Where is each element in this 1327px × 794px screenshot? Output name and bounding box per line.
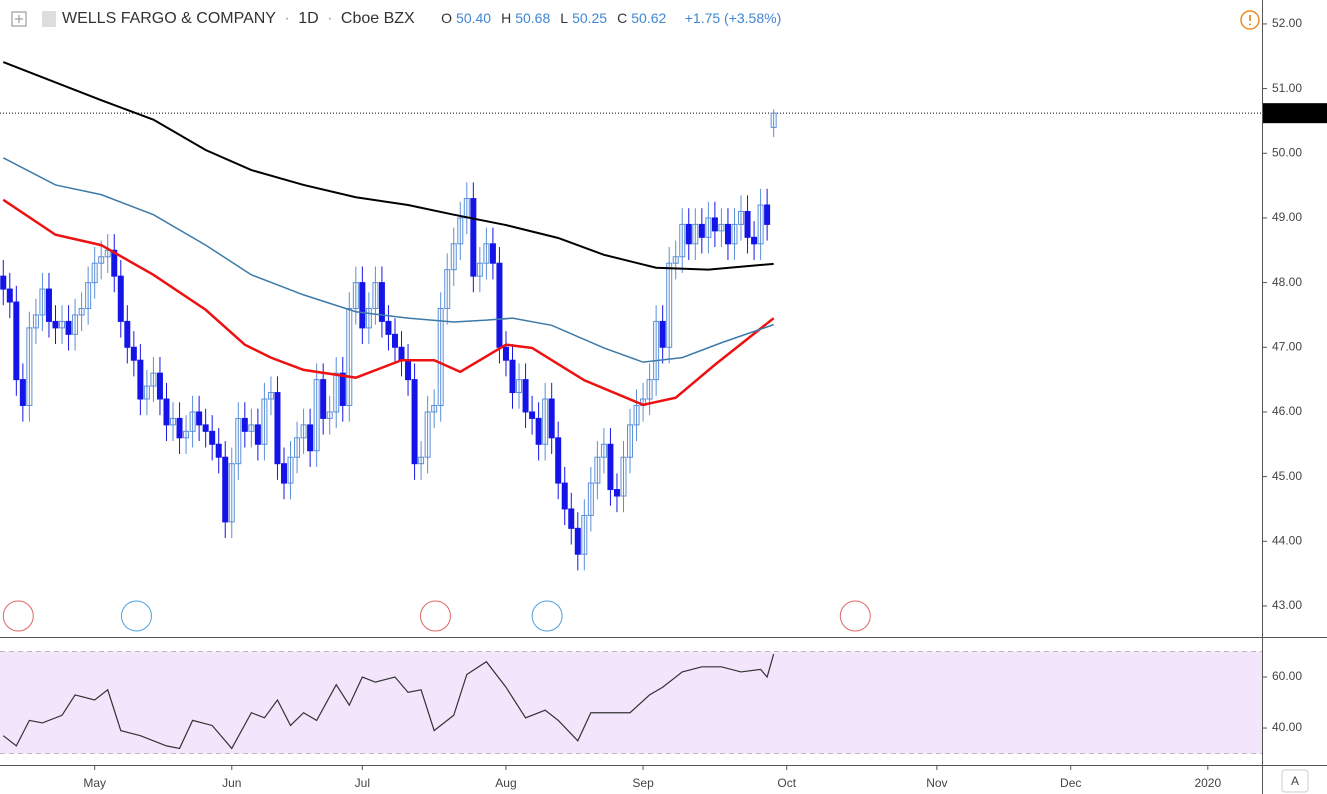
x-tick-label: Jul xyxy=(355,776,370,790)
moving-average xyxy=(2,157,774,363)
interval: 1D xyxy=(298,10,319,27)
moving-average xyxy=(2,198,775,407)
ohlc-key: O xyxy=(441,10,453,26)
x-tick-label: Aug xyxy=(495,776,516,790)
auto-scale-button[interactable] xyxy=(1281,769,1309,793)
change: +1.75 (+3.58%) xyxy=(684,10,782,26)
band-fill xyxy=(0,651,1262,754)
event-marker[interactable] xyxy=(2,600,34,632)
y-tick-label: 47.00 xyxy=(1272,339,1302,353)
ohlc-value: 50.68 xyxy=(515,10,551,26)
x-tick-label: Dec xyxy=(1060,776,1081,790)
expand-icon[interactable] xyxy=(11,11,27,27)
ohlc-values: O 50.40 H 50.68 L 50.25 C 50.62 xyxy=(441,10,676,26)
rsi-line xyxy=(2,653,775,750)
warning-icon[interactable] xyxy=(1240,10,1260,30)
y-tick-label: 46.00 xyxy=(1272,404,1302,418)
event-marker[interactable] xyxy=(419,600,451,632)
ohlc-value: 50.40 xyxy=(456,10,492,26)
warning-icon-dot xyxy=(1249,23,1251,26)
y-tick-label: 49.00 xyxy=(1272,210,1302,224)
x-tick-label: 2020 xyxy=(1194,776,1221,790)
y-tick-label: 45.00 xyxy=(1272,469,1302,483)
x-tick-label: Sep xyxy=(632,776,654,790)
symbol: WELLS FARGO & COMPANY xyxy=(62,10,276,27)
y-tick-label: 48.00 xyxy=(1272,275,1302,289)
ohlc-key: C xyxy=(617,10,628,26)
last-price-badge xyxy=(1263,103,1327,124)
y-tick-label: 60.00 xyxy=(1272,669,1302,683)
ohlc-value: 50.25 xyxy=(572,10,608,26)
ohlc-key: L xyxy=(560,10,569,26)
y-tick-label: 44.00 xyxy=(1272,533,1302,547)
x-tick-label: Jun xyxy=(222,776,241,790)
y-tick-label: 50.00 xyxy=(1272,145,1302,159)
event-marker[interactable] xyxy=(531,600,563,632)
x-tick-label: Oct xyxy=(777,776,796,790)
auto-scale-label: A xyxy=(1291,774,1299,788)
symbol-logo xyxy=(42,11,56,27)
separator: · xyxy=(327,10,333,27)
y-tick-label: 40.00 xyxy=(1272,720,1302,734)
ohlc-key: H xyxy=(501,10,512,26)
x-tick-label: Nov xyxy=(926,776,947,790)
ohlc-value: 50.62 xyxy=(631,10,667,26)
y-tick-label: 51.00 xyxy=(1272,81,1302,95)
event-marker[interactable] xyxy=(839,600,871,632)
y-tick-label: 43.00 xyxy=(1272,598,1302,612)
exchange: Cboe BZX xyxy=(340,10,415,27)
separator: · xyxy=(284,10,290,27)
y-tick-label: 52.00 xyxy=(1272,16,1302,30)
event-marker[interactable] xyxy=(120,600,152,632)
x-tick-label: May xyxy=(83,776,106,790)
moving-average xyxy=(2,61,774,271)
